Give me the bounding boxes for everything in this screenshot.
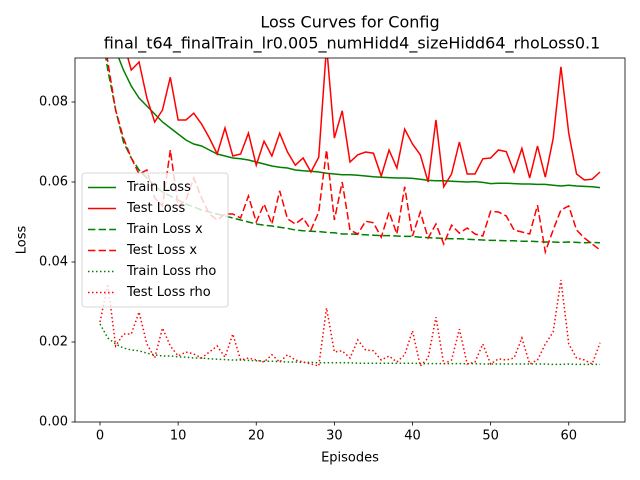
y-tick-label: 0.08 bbox=[39, 95, 68, 110]
legend-label: Test Loss rho bbox=[126, 285, 211, 300]
series-line bbox=[127, 58, 601, 190]
x-axis-label: Episodes bbox=[321, 451, 379, 466]
x-tick-label: 10 bbox=[170, 429, 187, 444]
chart-title: Loss Curves for Config bbox=[260, 13, 439, 32]
legend-label: Train Loss x bbox=[126, 222, 203, 237]
x-tick-label: 0 bbox=[96, 429, 104, 444]
legend-label: Test Loss bbox=[126, 201, 185, 216]
series-line bbox=[99, 279, 601, 368]
x-tick-label: 40 bbox=[404, 429, 421, 444]
legend: Train Loss Test Loss Train Loss x Test Loss… bbox=[81, 172, 229, 308]
series-line bbox=[117, 58, 601, 189]
y-axis-label: Loss bbox=[15, 226, 30, 255]
series-line bbox=[105, 58, 601, 244]
x-tick-label: 50 bbox=[482, 429, 499, 444]
legend-label: Train Loss bbox=[126, 180, 191, 195]
x-tick-label: 30 bbox=[326, 429, 343, 444]
legend-frame bbox=[81, 172, 229, 308]
legend-label: Train Loss rho bbox=[126, 264, 216, 279]
series-line bbox=[99, 323, 600, 366]
chart-subtitle: final_t64_finalTrain_lr0.005_numHidd4_si… bbox=[104, 34, 601, 54]
y-tick-label: 0.04 bbox=[39, 255, 68, 270]
legend-label: Test Loss x bbox=[126, 243, 197, 258]
y-tick-label: 0.02 bbox=[39, 335, 68, 350]
x-tick-label: 60 bbox=[560, 429, 577, 444]
axes-frame bbox=[74, 57, 626, 423]
x-tick-label: 20 bbox=[248, 429, 265, 444]
axes: 0 10 20 30 40 50 60 0.00 0.02 0.04 0.06 0.08 bbox=[39, 57, 626, 444]
y-tick-label: 0.06 bbox=[39, 175, 68, 190]
y-tick-label: 0.00 bbox=[39, 415, 68, 430]
